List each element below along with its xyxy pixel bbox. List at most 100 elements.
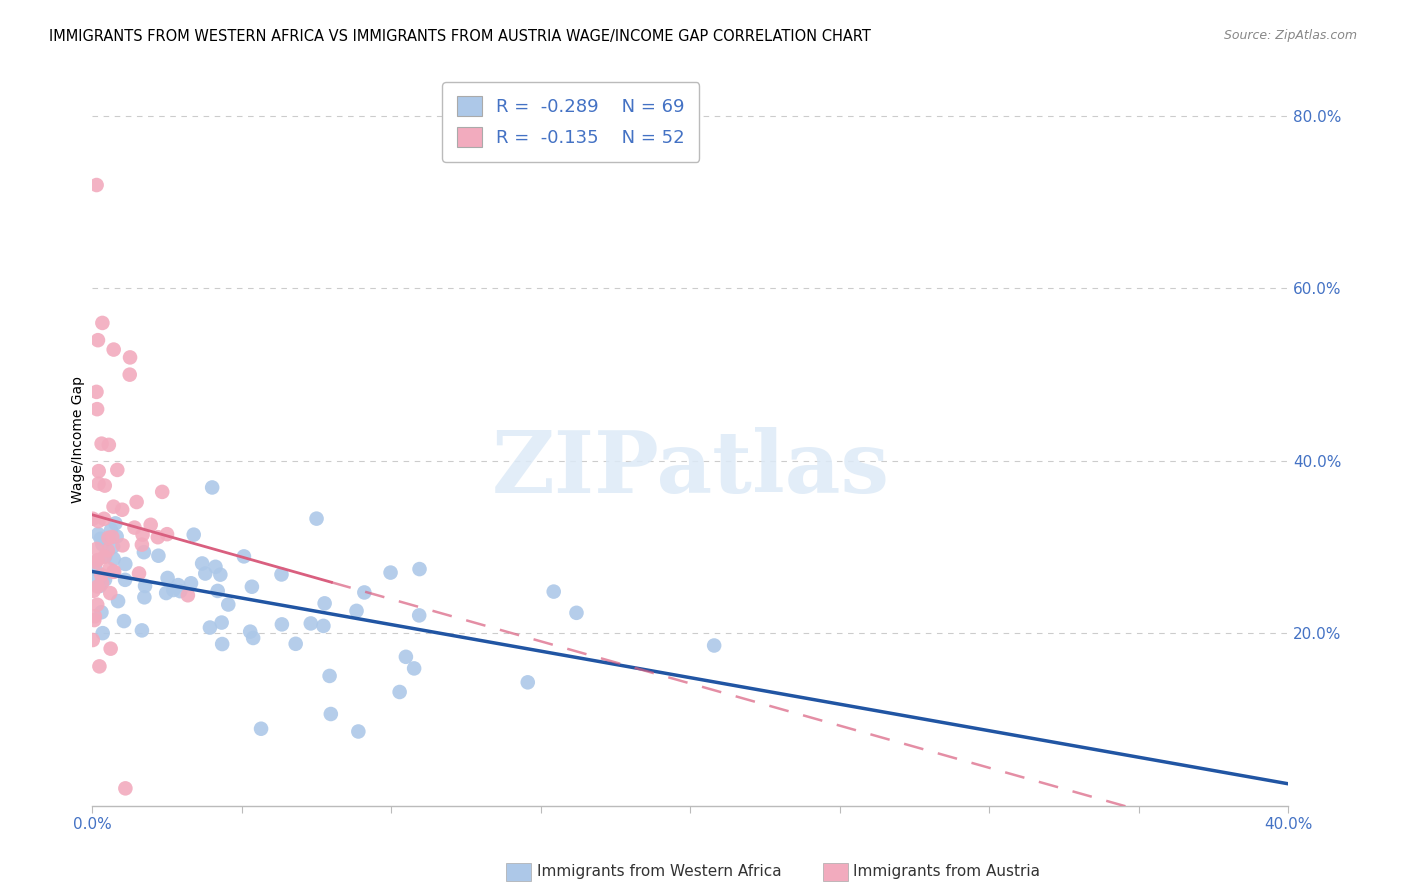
Point <box>312 619 335 633</box>
Point <box>209 567 232 582</box>
Point <box>150 484 173 499</box>
Point <box>103 552 125 566</box>
Point <box>198 621 221 635</box>
Point <box>319 706 342 721</box>
Point <box>270 567 292 582</box>
Point <box>346 604 368 618</box>
Point <box>90 605 112 619</box>
Point <box>388 685 411 699</box>
Point <box>347 724 370 739</box>
Y-axis label: Wage/Income Gap: Wage/Income Gap <box>72 376 86 503</box>
Point <box>94 573 117 587</box>
Point <box>131 538 153 552</box>
Point <box>100 641 122 656</box>
Point <box>703 639 725 653</box>
Point <box>87 579 110 593</box>
Point <box>167 578 190 592</box>
Point <box>87 333 110 347</box>
Text: Source: ZipAtlas.com: Source: ZipAtlas.com <box>1223 29 1357 43</box>
Point <box>103 565 125 579</box>
Point <box>111 502 134 516</box>
Point <box>97 438 120 452</box>
Point <box>101 530 124 544</box>
Point <box>305 511 328 525</box>
Point <box>91 576 114 591</box>
Point <box>103 343 125 357</box>
Point <box>156 527 179 541</box>
Point <box>169 584 191 599</box>
Point <box>191 557 214 571</box>
Point <box>111 538 134 552</box>
Point <box>103 565 125 579</box>
Point <box>408 562 430 576</box>
Point <box>82 632 104 647</box>
Point <box>83 609 105 624</box>
Point <box>132 545 155 559</box>
Point <box>93 549 115 564</box>
Point <box>156 571 179 585</box>
Point <box>124 520 146 534</box>
Point <box>139 517 162 532</box>
Text: ZIPatlas: ZIPatlas <box>491 426 890 510</box>
Point <box>250 722 273 736</box>
Point <box>318 669 340 683</box>
Point <box>183 527 205 541</box>
Point <box>118 351 141 365</box>
Point <box>86 541 108 556</box>
Point <box>97 531 120 545</box>
Point <box>395 649 418 664</box>
Point <box>91 316 114 330</box>
Point <box>93 512 115 526</box>
Point <box>131 624 153 638</box>
Point <box>114 573 136 587</box>
Point <box>408 608 430 623</box>
Point <box>87 527 110 541</box>
Point <box>98 586 121 600</box>
Text: IMMIGRANTS FROM WESTERN AFRICA VS IMMIGRANTS FROM AUSTRIA WAGE/INCOME GAP CORREL: IMMIGRANTS FROM WESTERN AFRICA VS IMMIGR… <box>49 29 872 45</box>
Point <box>91 537 114 551</box>
Point <box>211 615 233 630</box>
Point <box>83 583 105 598</box>
Point <box>90 532 112 546</box>
Point <box>204 559 226 574</box>
Point <box>114 781 136 796</box>
Point <box>240 580 263 594</box>
Point <box>404 661 426 675</box>
Point <box>86 384 108 399</box>
Point <box>84 555 107 569</box>
Point <box>91 626 114 640</box>
Point <box>101 540 124 554</box>
Point <box>232 549 254 564</box>
Point <box>89 579 111 593</box>
Point <box>194 566 217 581</box>
Point <box>90 436 112 450</box>
Point <box>90 568 112 582</box>
Point <box>239 624 262 639</box>
Text: Immigrants from Western Africa: Immigrants from Western Africa <box>537 863 782 879</box>
Point <box>91 572 114 586</box>
Point <box>146 530 169 544</box>
Point <box>155 586 177 600</box>
Point <box>131 527 153 541</box>
Point <box>83 613 105 627</box>
Point <box>87 476 110 491</box>
Point <box>105 529 128 543</box>
Point <box>98 562 121 576</box>
Point <box>104 516 127 531</box>
Point <box>211 637 233 651</box>
Point <box>177 588 200 602</box>
Point <box>284 637 307 651</box>
Point <box>107 594 129 608</box>
Point <box>353 585 375 599</box>
Point <box>86 402 108 417</box>
Point <box>94 549 117 564</box>
Point <box>89 659 111 673</box>
Point <box>207 583 229 598</box>
Point <box>134 579 156 593</box>
Point <box>114 557 136 571</box>
Legend: R =  -0.289    N = 69, R =  -0.135    N = 52: R = -0.289 N = 69, R = -0.135 N = 52 <box>441 82 699 161</box>
Point <box>242 631 264 645</box>
Point <box>103 500 125 514</box>
Point <box>84 561 107 575</box>
Point <box>118 368 141 382</box>
